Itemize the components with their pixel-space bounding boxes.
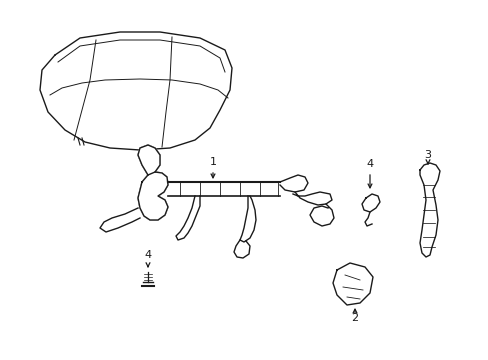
Polygon shape: [138, 145, 160, 175]
Polygon shape: [332, 263, 372, 305]
Text: 2: 2: [351, 313, 358, 323]
Text: 4: 4: [144, 250, 151, 260]
Polygon shape: [138, 172, 168, 220]
Polygon shape: [419, 163, 439, 257]
Text: 1: 1: [209, 157, 216, 167]
Text: 3: 3: [424, 150, 430, 160]
Text: 4: 4: [366, 159, 373, 169]
Polygon shape: [361, 194, 379, 212]
